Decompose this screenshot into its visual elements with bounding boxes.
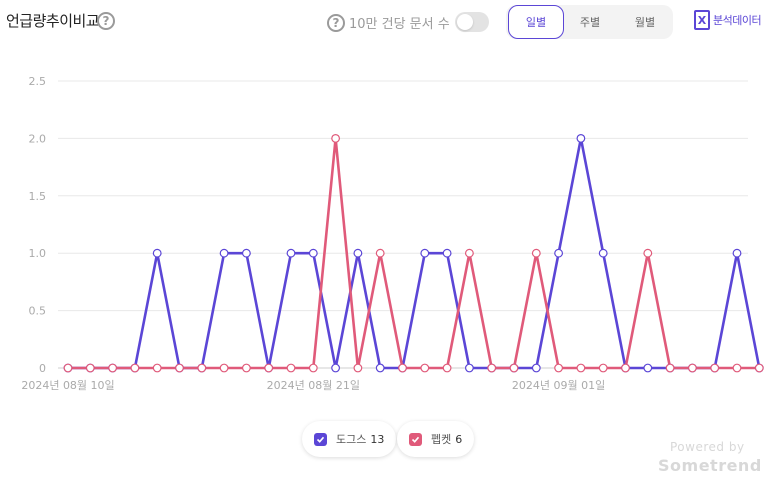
data-point <box>554 248 563 258</box>
analysis-data-button[interactable]: X 분석데이터 <box>694 10 762 30</box>
data-point <box>442 363 452 373</box>
checkbox-icon <box>409 432 422 446</box>
y-tick-label: 1.0 <box>29 247 47 260</box>
data-point <box>465 248 474 258</box>
x-tick-label: 2024년 08월 21일 <box>267 378 360 392</box>
toggle-label: 10만 건당 문서 수 <box>349 17 450 32</box>
data-point <box>353 248 363 258</box>
page-title: 언급량추이비교 <box>6 12 100 30</box>
data-point <box>621 363 630 373</box>
data-point <box>688 363 697 373</box>
legend-count: 6 <box>455 432 463 446</box>
analysis-data-label: 분석데이터 <box>713 14 762 27</box>
data-point <box>85 363 95 373</box>
data-point <box>375 363 385 373</box>
data-point <box>241 248 251 258</box>
legend-label: 도그스 <box>336 433 367 446</box>
data-point <box>197 363 207 373</box>
per-100k-toggle[interactable] <box>455 12 489 32</box>
data-point <box>264 363 274 373</box>
data-point <box>375 248 385 258</box>
data-point <box>420 363 430 373</box>
data-point <box>576 133 586 143</box>
data-point <box>531 248 541 258</box>
data-point <box>643 248 653 258</box>
data-point <box>219 248 229 258</box>
tab-monthly[interactable]: 월별 <box>634 16 656 29</box>
data-point <box>710 363 720 373</box>
data-point <box>241 363 251 373</box>
data-point <box>665 363 675 373</box>
data-point <box>598 363 608 373</box>
data-point <box>442 248 452 258</box>
data-point <box>420 248 430 258</box>
y-tick-label: 1.5 <box>29 190 47 203</box>
excel-icon: X <box>694 10 710 30</box>
data-point <box>108 363 117 373</box>
data-point <box>331 363 341 373</box>
legend-item-series-1[interactable]: 도그스 13 <box>302 421 397 457</box>
y-tick-label: 2.5 <box>29 75 47 88</box>
x-tick-label: 2024년 09월 01일 <box>512 378 605 392</box>
y-tick-label: 0 <box>39 362 46 375</box>
data-point <box>152 248 162 258</box>
data-point <box>63 363 73 373</box>
data-point <box>643 363 653 373</box>
data-point <box>331 133 341 143</box>
data-point <box>531 363 541 373</box>
y-tick-label: 2.0 <box>29 132 47 145</box>
data-point <box>308 363 318 373</box>
data-point <box>286 363 296 373</box>
tab-daily[interactable]: 일별 <box>508 5 564 39</box>
tab-weekly[interactable]: 주별 <box>579 16 601 29</box>
help-icon[interactable]: ? <box>97 12 115 30</box>
data-point <box>732 248 742 258</box>
checkbox-icon <box>314 432 327 446</box>
data-point <box>219 363 229 373</box>
toggle-help-icon[interactable]: ? <box>327 14 345 32</box>
data-point <box>286 248 296 258</box>
legend-item-series-2[interactable]: 펩켓 6 <box>397 421 475 457</box>
data-point <box>398 363 407 373</box>
data-point <box>487 363 497 373</box>
data-point <box>465 363 474 373</box>
data-point <box>130 363 140 373</box>
y-tick-label: 0.5 <box>29 305 47 318</box>
data-point <box>754 363 764 373</box>
data-point <box>152 363 162 373</box>
data-point <box>353 363 363 373</box>
x-tick-label: 2024년 08월 10일 <box>21 378 114 392</box>
powered-by-text: Powered by <box>670 440 745 454</box>
toggle-knob <box>457 14 473 30</box>
data-point <box>598 248 608 258</box>
data-point <box>509 363 519 373</box>
data-point <box>576 363 586 373</box>
legend-label: 펩켓 <box>431 433 452 446</box>
data-point <box>554 363 563 373</box>
data-point <box>732 363 742 373</box>
data-point <box>175 363 184 373</box>
data-point <box>308 248 318 258</box>
legend-count: 13 <box>370 432 385 446</box>
period-tabs: 일별 주별 월별 <box>506 5 673 39</box>
brand-logo: Sometrend <box>658 456 762 475</box>
